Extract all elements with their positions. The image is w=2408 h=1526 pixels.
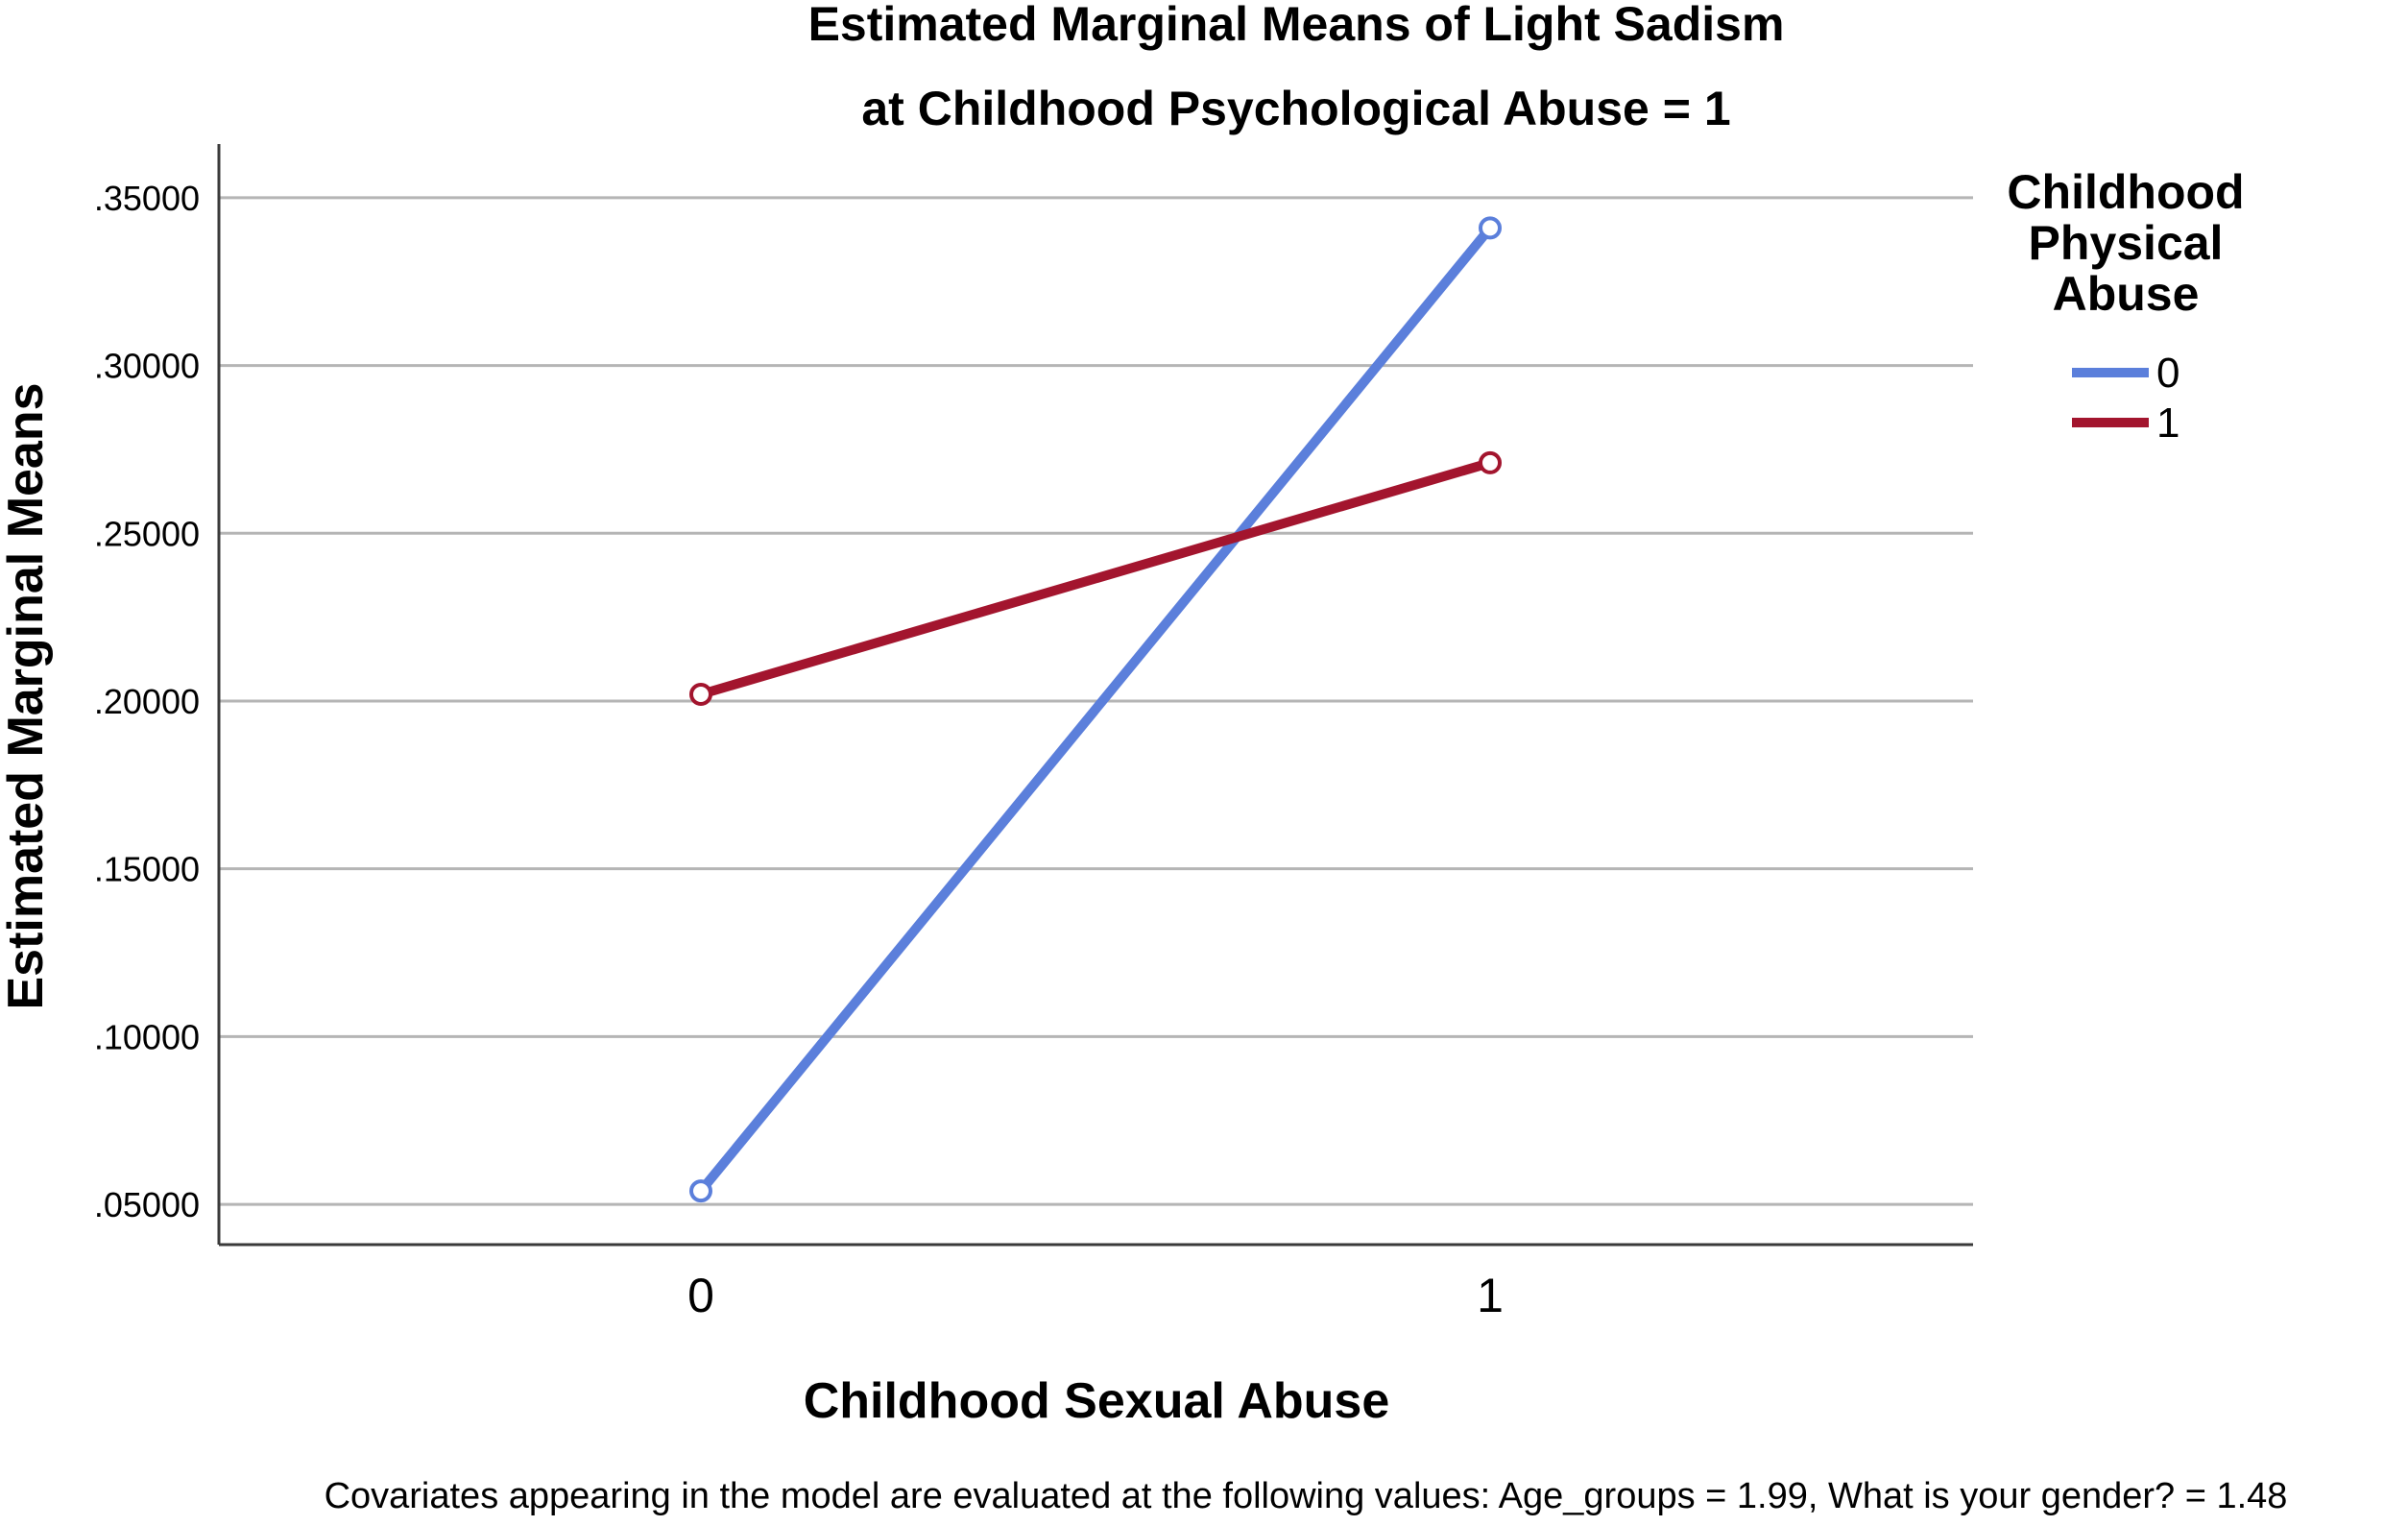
data-point — [1479, 216, 1502, 240]
data-point — [689, 683, 712, 706]
y-tick-label: .10000 — [94, 1017, 200, 1056]
legend-label: 0 — [2156, 350, 2179, 397]
y-tick-label: .15000 — [94, 850, 200, 889]
y-tick-label: .30000 — [94, 347, 200, 386]
data-point — [689, 1179, 712, 1203]
chart-subtitle: at Childhood Psychological Abuse = 1 — [861, 82, 1730, 135]
legend-title-line: Abuse — [2053, 267, 2200, 321]
chart-title: Estimated Marginal Means of Light Sadism — [808, 0, 1785, 51]
y-tick-label: .35000 — [94, 179, 200, 218]
data-point — [1479, 450, 1502, 474]
x-tick-label: 1 — [1477, 1269, 1504, 1322]
footnote: Covariates appearing in the model are ev… — [325, 1476, 2288, 1516]
y-tick-label: .05000 — [94, 1185, 200, 1224]
y-tick-label: .20000 — [94, 682, 200, 721]
x-axis-title: Childhood Sexual Abuse — [804, 1373, 1390, 1429]
legend-label: 1 — [2156, 400, 2179, 447]
y-tick-labels: .05000 .10000 .15000 .20000 .25000 .30000 .350… — [94, 179, 200, 1224]
legend-title-line: Physical — [2029, 216, 2224, 270]
y-axis-title: Estimated Marginal Means — [0, 382, 54, 1009]
y-tick-label: .25000 — [94, 514, 200, 553]
legend-title-line: Childhood — [2007, 165, 2244, 219]
gridlines — [219, 196, 1973, 1206]
series-layer — [689, 216, 1502, 1203]
series-line — [697, 225, 1494, 1195]
x-tick-label: 0 — [687, 1269, 714, 1322]
series-line — [699, 458, 1492, 699]
